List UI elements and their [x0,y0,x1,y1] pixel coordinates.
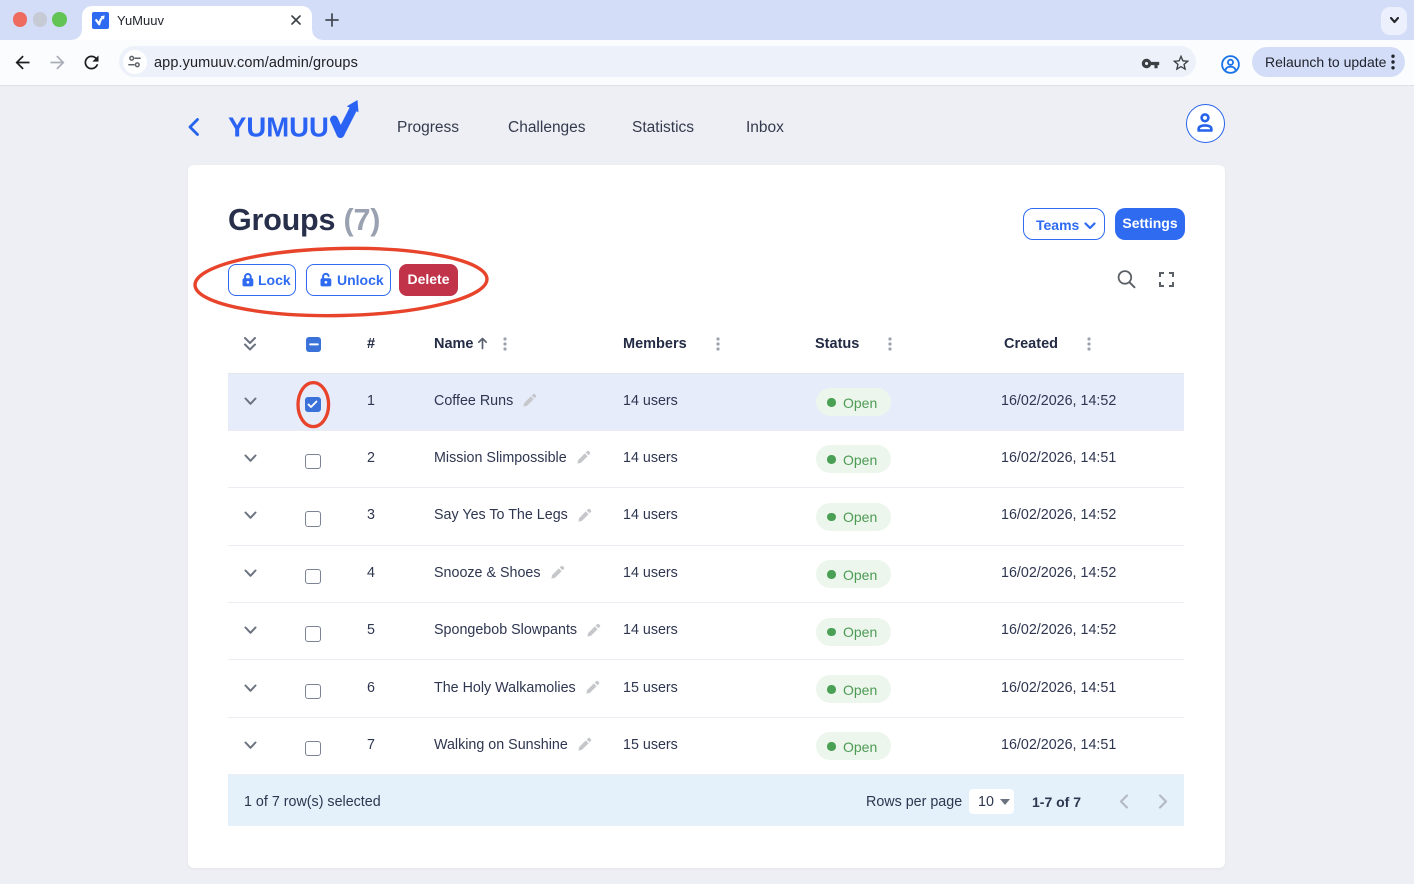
svg-text:YUMUU: YUMUU [228,112,329,143]
